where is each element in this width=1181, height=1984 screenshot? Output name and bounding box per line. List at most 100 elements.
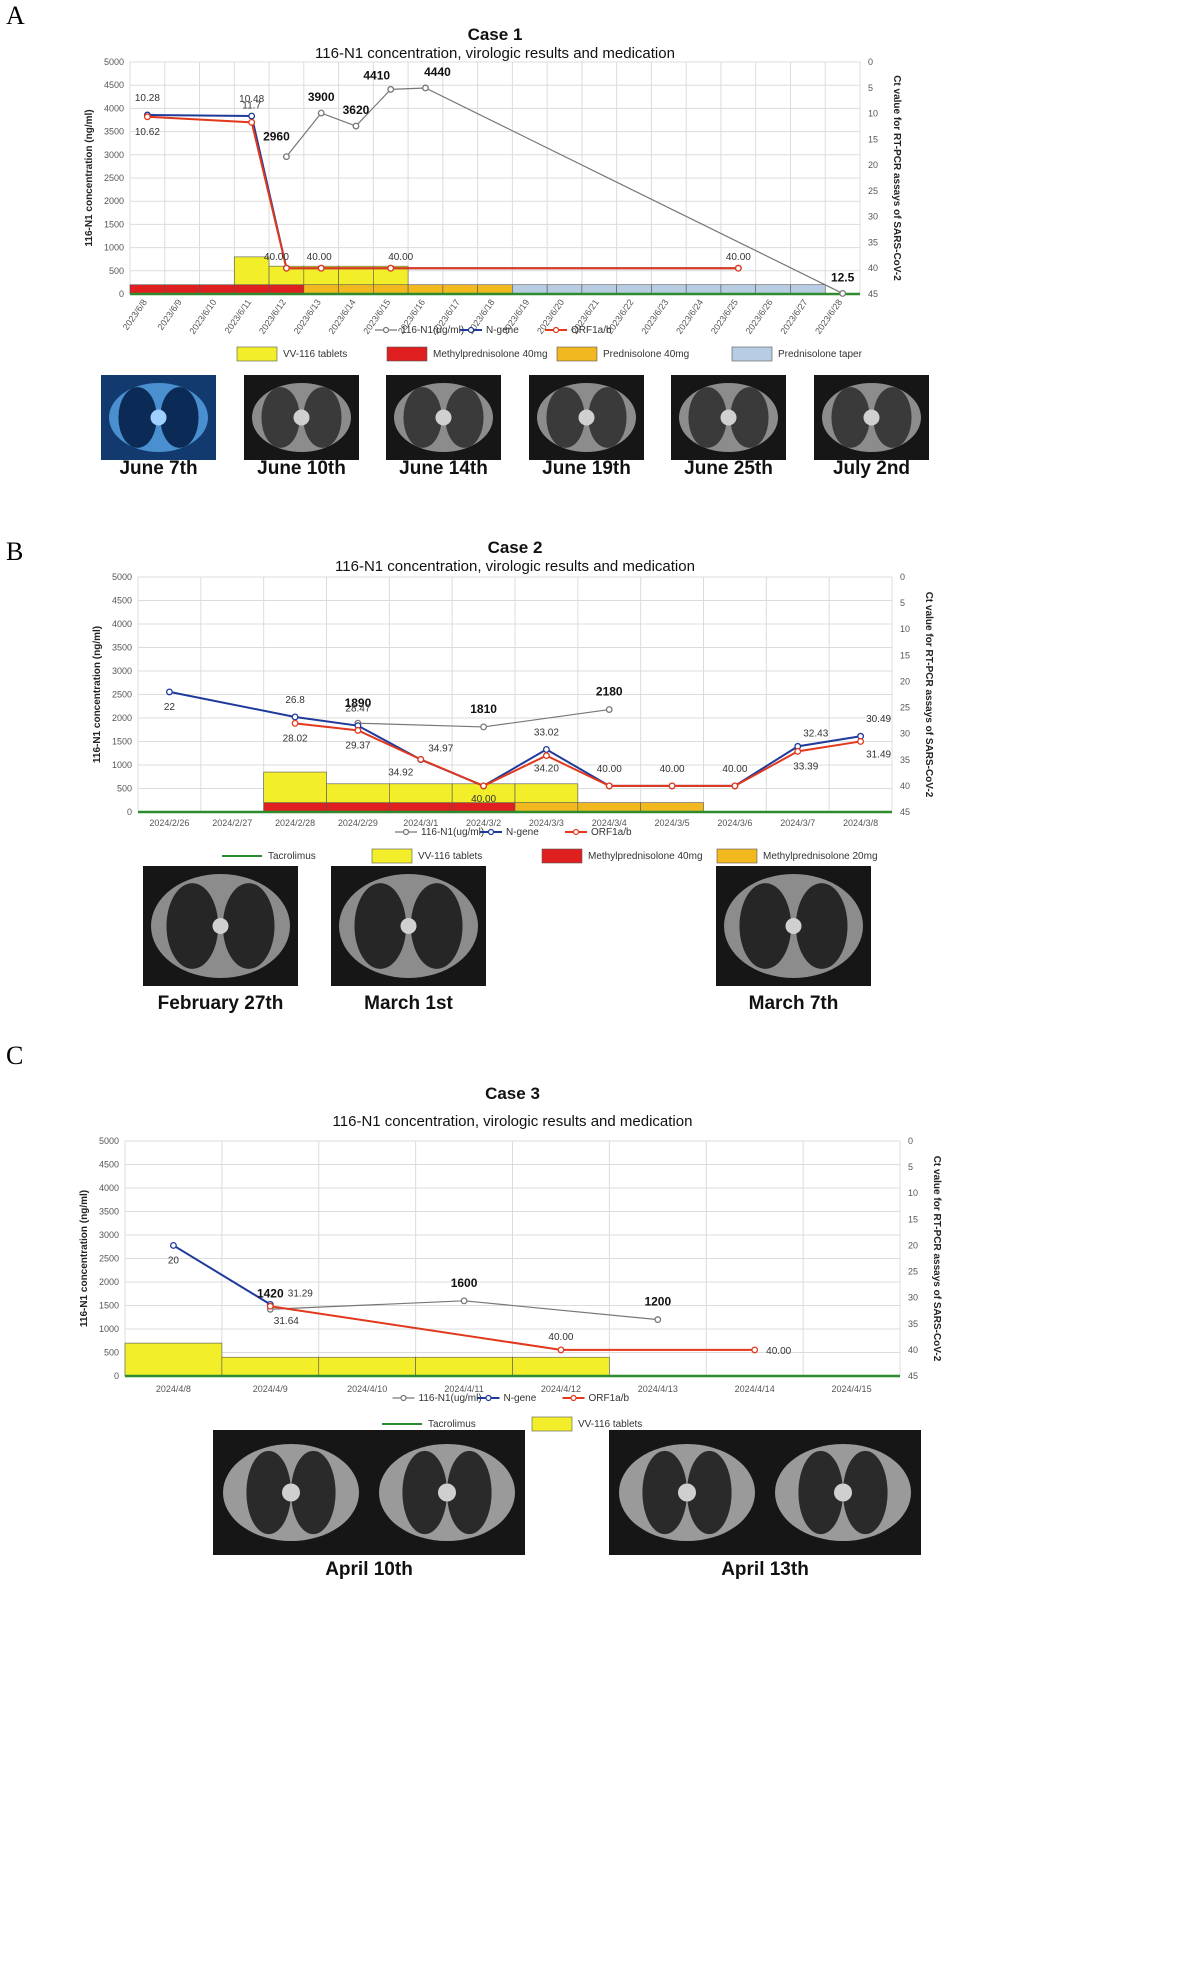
x-tick-label: 2024/4/12 (541, 1384, 581, 1394)
series-orf1ab-point (266, 1302, 274, 1310)
y-tick-label: 1500 (112, 737, 132, 747)
medication-bar (303, 284, 339, 295)
line-legend-marker (402, 828, 410, 836)
medication-bar (616, 284, 652, 295)
ct-data-label: 34.97 (428, 744, 453, 755)
medication-bar-vv116 (221, 1356, 320, 1377)
x-tick-label: 2024/4/14 (735, 1384, 775, 1394)
medication-bar (407, 284, 444, 295)
series-116n1-point (317, 109, 325, 117)
medication-bar (512, 284, 548, 295)
ct-data-label: 26.8 (285, 695, 305, 706)
y-tick-label: 3500 (112, 643, 132, 653)
ct-data-label: 30.49 (866, 714, 891, 725)
series-orf1ab-point (542, 752, 550, 760)
y2-tick-label: 40 (900, 781, 910, 791)
x-tick-label: 2024/4/11 (444, 1384, 483, 1394)
series-116n1-point (352, 122, 360, 130)
n1-data-label: 1600 (451, 1276, 478, 1290)
x-tick-label: 2024/3/6 (717, 818, 752, 828)
series-116n1-point (839, 289, 847, 297)
y2-tick-label: 20 (908, 1240, 918, 1250)
x-tick-label: 2024/2/27 (212, 818, 252, 828)
ct-heart (785, 918, 802, 934)
line-legend-marker (552, 326, 560, 334)
ct-heart (400, 918, 417, 934)
x-tick-label: 2024/4/10 (347, 1384, 387, 1394)
series-ngene-point (248, 112, 256, 120)
n1-data-label: 2180 (596, 685, 623, 699)
chart-subtitle: 116-N1 concentration, virologic results … (315, 45, 675, 62)
y2-tick-label: 5 (908, 1162, 913, 1172)
y-tick-label: 1000 (112, 760, 132, 770)
med-legend-label: VV-116 tablets (418, 851, 482, 862)
y-tick-label: 1000 (104, 243, 124, 253)
ct-scan-caption: June 7th (119, 458, 197, 479)
ct-heart (863, 409, 880, 426)
y-tick-label: 4500 (104, 80, 124, 90)
y2-tick-label: 25 (868, 186, 878, 196)
ct-scan-caption: June 14th (399, 458, 488, 479)
n1-data-label: 4440 (424, 65, 451, 79)
x-tick-label: 2024/2/28 (275, 818, 315, 828)
series-ngene-point (169, 1241, 177, 1249)
med-legend-label: Tacrolimus (268, 851, 316, 862)
series-orf1ab-point (668, 782, 676, 790)
x-tick-label: 2023/6/24 (674, 297, 705, 336)
medication-bar (268, 284, 305, 295)
line-legend-marker (400, 1394, 407, 1402)
series-orf1ab-point (557, 1346, 565, 1354)
x-tick-label: 2024/3/7 (780, 818, 815, 828)
series-orf1ab-point (605, 782, 613, 790)
x-tick-label: 2023/6/25 (709, 297, 740, 336)
medication-bar-vv116 (124, 1342, 223, 1377)
med-legend-swatch (531, 1416, 573, 1432)
ct-lung-left (798, 1450, 843, 1535)
y-tick-label: 4000 (99, 1183, 119, 1193)
med-legend-swatch (731, 346, 773, 362)
panel-letter: A (6, 1, 25, 30)
series-116n1-point (387, 85, 395, 93)
y-tick-label: 4500 (112, 596, 132, 606)
y2-tick-label: 15 (908, 1214, 918, 1224)
line-legend-label: N-gene (486, 325, 519, 336)
ct-lung-left (402, 1450, 448, 1535)
y2-axis-label: Ct value for RT-PCR assays of SARS-CoV-2 (931, 1156, 942, 1362)
y-tick-label: 500 (104, 1348, 119, 1358)
y2-tick-label: 15 (900, 650, 910, 660)
ct-data-label: 33.39 (793, 761, 818, 772)
y-tick-label: 0 (119, 289, 124, 299)
x-tick-label: 2024/3/1 (403, 818, 438, 828)
ct-heart (435, 409, 452, 426)
ct-scan-caption: April 10th (325, 1559, 413, 1580)
series-orf1ab-point (317, 264, 325, 272)
ct-scan-caption: June 25th (684, 458, 773, 479)
med-legend-swatch (371, 848, 413, 864)
chart-subtitle: 116-N1 concentration, virologic results … (333, 1113, 693, 1130)
ct-data-label: 10.62 (135, 127, 160, 138)
n1-data-label: 2960 (263, 130, 290, 144)
med-legend-swatch (716, 848, 758, 864)
line-legend-marker (570, 1394, 577, 1402)
y-tick-label: 2500 (99, 1254, 119, 1264)
medication-bar (164, 284, 200, 295)
series-116n1-point (480, 723, 488, 731)
ct-data-label: 40.00 (722, 764, 747, 775)
series-ngene-point (542, 745, 550, 753)
ct-scan-caption: March 7th (749, 993, 839, 1014)
med-legend-label: Methylprednisolone 20mg (763, 851, 878, 862)
ct-scan-image (213, 1430, 525, 1555)
medication-bar (373, 284, 409, 295)
y-axis-label: 116-N1 concentration (ng/ml) (79, 1190, 90, 1327)
medication-bar-vv116 (415, 1356, 513, 1377)
ct-data-label: 32.43 (803, 728, 828, 739)
x-tick-label: 2024/2/26 (149, 818, 189, 828)
med-legend-swatch (386, 346, 428, 362)
x-tick-label: 2023/6/13 (292, 297, 323, 336)
medication-bar-vv116 (233, 256, 270, 286)
ct-data-label: 28.02 (283, 733, 308, 744)
medication-bar (442, 284, 478, 295)
y2-tick-label: 30 (868, 212, 878, 222)
